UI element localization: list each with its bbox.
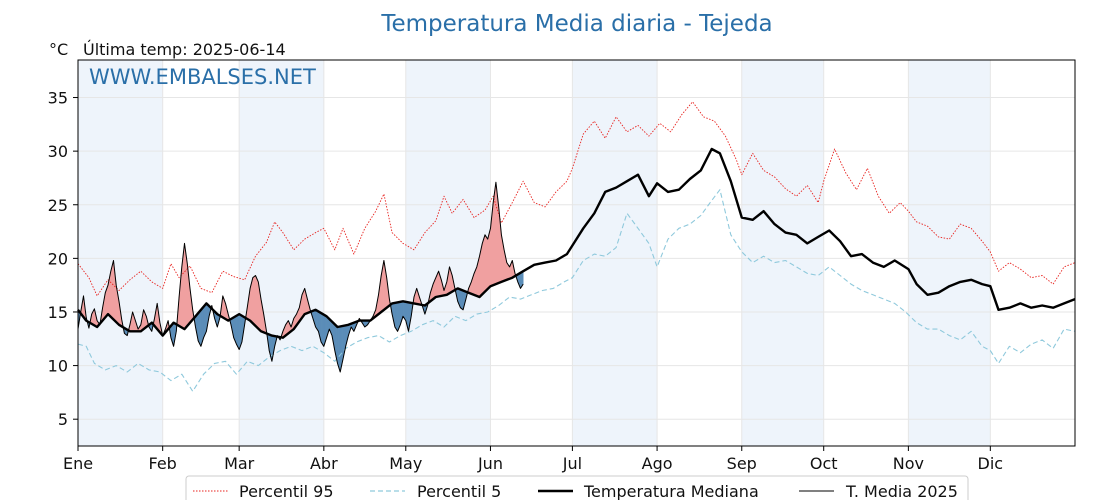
legend-label-actual: T. Media 2025: [845, 482, 958, 500]
y-tick-label: 35: [48, 89, 68, 108]
x-tick-label: Dic: [978, 454, 1004, 473]
fill-above-median: [484, 233, 488, 293]
x-tick-label: May: [389, 454, 422, 473]
month-band-sep: [741, 60, 824, 446]
legend-box: [185, 475, 969, 500]
series-lines: [77, 101, 1076, 392]
y-tick-label: 30: [48, 142, 68, 161]
fill-above-median: [255, 275, 259, 330]
y-axis-ticks: 5 10 15 20 25 30 35: [48, 89, 78, 429]
month-band-mar: [239, 60, 324, 446]
month-band-jul: [572, 60, 658, 446]
fill-below-median: [460, 289, 464, 311]
fill-above-median: [252, 275, 256, 327]
y-tick-label: 10: [48, 357, 68, 376]
x-tick-label: Ene: [63, 454, 93, 473]
x-tick-label: Sep: [727, 454, 757, 473]
series-line-percentil-95: [77, 101, 1076, 297]
y-tick-label: 15: [48, 303, 68, 322]
series-line-t-media-2025: [77, 181, 524, 373]
legend: Percentil 95 Percentil 5 Temperatura Med…: [185, 475, 969, 500]
series-line-percentil-5: [77, 189, 1076, 392]
x-tick-label: Jun: [477, 454, 503, 473]
legend-label-p95: Percentil 95: [239, 482, 334, 500]
x-tick-label: Ago: [642, 454, 673, 473]
y-tick-label: 25: [48, 196, 68, 215]
month-band-nov: [908, 60, 991, 446]
x-tick-label: Jul: [562, 454, 582, 473]
month-band-ene: [78, 60, 163, 446]
x-tick-label: Oct: [810, 454, 838, 473]
x-tick-label: Mar: [224, 454, 255, 473]
month-bands: [78, 60, 991, 446]
legend-label-p5: Percentil 5: [417, 482, 501, 500]
y-tick-label: 20: [48, 249, 68, 268]
watermark: WWW.EMBALSES.NET: [89, 65, 316, 89]
x-tick-label: Feb: [149, 454, 177, 473]
last-temp-label: Última temp: 2025-06-14: [83, 40, 286, 59]
legend-label-median: Temperatura Mediana: [583, 482, 759, 500]
month-band-may: [405, 60, 491, 446]
chart-title: Temperatura Media diaria - Tejeda: [380, 11, 772, 37]
fill-below-median: [320, 312, 325, 348]
plot-frame: [77, 59, 1076, 447]
series-line-temperatura-mediana: [77, 147, 1076, 339]
y-tick-label: 5: [58, 410, 68, 429]
y-axis-unit: °C: [49, 40, 68, 59]
x-tick-label: Nov: [893, 454, 924, 473]
x-axis-ticks: Ene Feb Mar Abr May Jun Jul Ago Sep Oct Nov Dic: [63, 446, 1003, 473]
x-tick-label: Abr: [310, 454, 338, 473]
